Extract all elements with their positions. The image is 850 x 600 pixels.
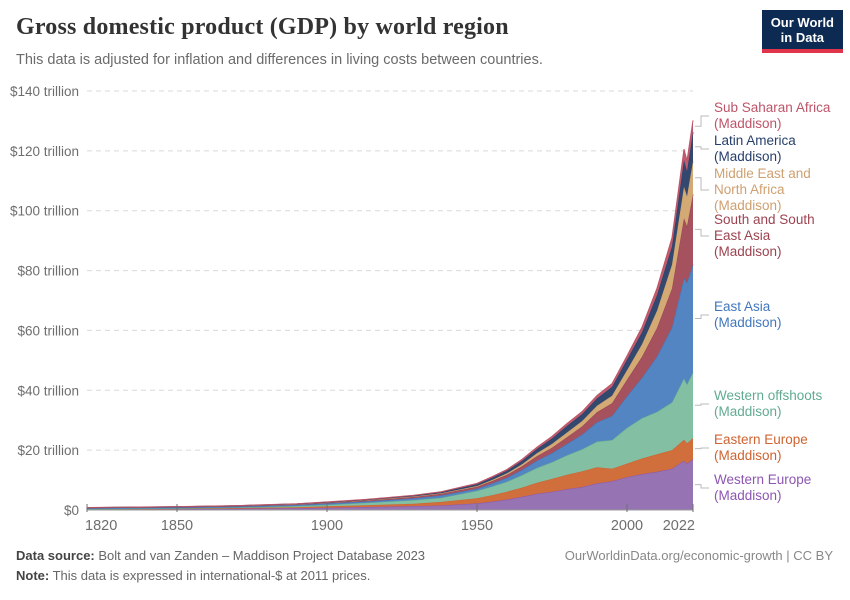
legend-label-line: Middle East and xyxy=(714,166,811,181)
legend-item-western-europe[interactable]: Western Europe (Maddison) xyxy=(714,472,811,504)
page-title: Gross domestic product (GDP) by world re… xyxy=(16,14,509,40)
footer-link[interactable]: OurWorldinData.org/economic-growth | CC … xyxy=(564,548,833,563)
x-axis-tick-label: 1820 xyxy=(85,518,117,534)
legend-label-line: East Asia xyxy=(714,228,771,243)
legend-label-line: Latin America xyxy=(714,133,796,148)
y-axis-tick-label: $60 trillion xyxy=(17,323,79,338)
note-text: This data is expressed in international-… xyxy=(52,568,371,583)
note-line: Note: This data is expressed in internat… xyxy=(16,566,425,586)
legend-label-line: Western Europe xyxy=(714,472,812,487)
legend-label-line: North Africa xyxy=(714,182,785,197)
legend-label-line: East Asia xyxy=(714,299,771,314)
legend-connector xyxy=(695,177,709,191)
legend-label-line: (Maddison) xyxy=(714,488,782,503)
y-axis-tick-label: $100 trillion xyxy=(10,204,79,219)
legend-connector xyxy=(695,484,709,489)
legend-connector xyxy=(695,115,709,127)
legend-label-line: (Maddison) xyxy=(714,198,782,213)
legend-label-line: (Maddison) xyxy=(714,149,782,164)
y-axis-tick-label: $20 trillion xyxy=(17,443,79,458)
y-axis-tick-label: $80 trillion xyxy=(17,264,79,279)
x-axis-tick-label: 2000 xyxy=(611,518,643,534)
x-axis-tick-label: 1900 xyxy=(311,518,343,534)
footer-source: Data source: Bolt and van Zanden – Maddi… xyxy=(16,546,425,586)
y-axis-tick-label: $140 trillion xyxy=(10,84,79,99)
note-label: Note: xyxy=(16,568,50,583)
legend-connector xyxy=(695,314,709,319)
x-axis-tick-label: 1850 xyxy=(161,518,193,534)
legend-connector xyxy=(695,228,709,237)
area-eastern-europe[interactable] xyxy=(87,438,693,510)
area-western-offshoots[interactable] xyxy=(87,372,693,510)
area-western-europe[interactable] xyxy=(87,459,693,510)
legend-item-eastern-europe[interactable]: Eastern Europe (Maddison) xyxy=(714,432,808,464)
legend-label-line: (Maddison) xyxy=(714,404,782,419)
x-axis-tick-label: 2022 xyxy=(663,518,695,534)
legend-label-line: (Maddison) xyxy=(714,244,782,259)
area-line-sub-saharan-africa xyxy=(86,120,694,508)
data-source-line: Data source: Bolt and van Zanden – Maddi… xyxy=(16,546,425,566)
owid-logo-line1: Our World xyxy=(770,15,834,30)
legend-connector xyxy=(695,146,709,150)
x-axis-tick-label: 1950 xyxy=(461,518,493,534)
legend-item-middle-east-north-africa[interactable]: Middle East and North Africa (Maddison) xyxy=(714,166,811,214)
legend-item-south-south-east-asia[interactable]: South and South East Asia (Maddison) xyxy=(714,212,815,260)
data-source-label: Data source: xyxy=(16,548,95,563)
legend-item-sub-saharan-africa[interactable]: Sub Saharan Africa (Maddison) xyxy=(714,100,830,132)
y-axis-tick-label: $0 xyxy=(64,503,79,518)
legend-item-latin-america[interactable]: Latin America (Maddison) xyxy=(714,133,796,165)
legend-label-line: (Maddison) xyxy=(714,116,782,131)
legend-label-line: Sub Saharan Africa xyxy=(714,100,831,115)
legend-label-line: Western offshoots xyxy=(714,388,823,403)
legend-label-line: (Maddison) xyxy=(714,448,782,463)
y-axis-tick-label: $120 trillion xyxy=(10,144,79,159)
legend-label-line: South and South xyxy=(714,212,815,227)
owid-logo[interactable]: Our World in Data xyxy=(761,10,843,53)
data-source-text: Bolt and van Zanden – Maddison Project D… xyxy=(98,548,426,563)
legend-item-western-offshoots[interactable]: Western offshoots (Maddison) xyxy=(714,388,822,420)
owid-logo-line2: in Data xyxy=(780,30,825,45)
legend-item-east-asia[interactable]: East Asia (Maddison) xyxy=(714,299,782,331)
legend-label-line: (Maddison) xyxy=(714,315,782,330)
legend-label-line: Eastern Europe xyxy=(714,432,808,447)
legend-connector xyxy=(695,447,709,450)
chart-subtitle: This data is adjusted for inflation and … xyxy=(16,52,543,68)
legend-connector xyxy=(695,403,709,406)
y-axis-tick-label: $40 trillion xyxy=(17,383,79,398)
